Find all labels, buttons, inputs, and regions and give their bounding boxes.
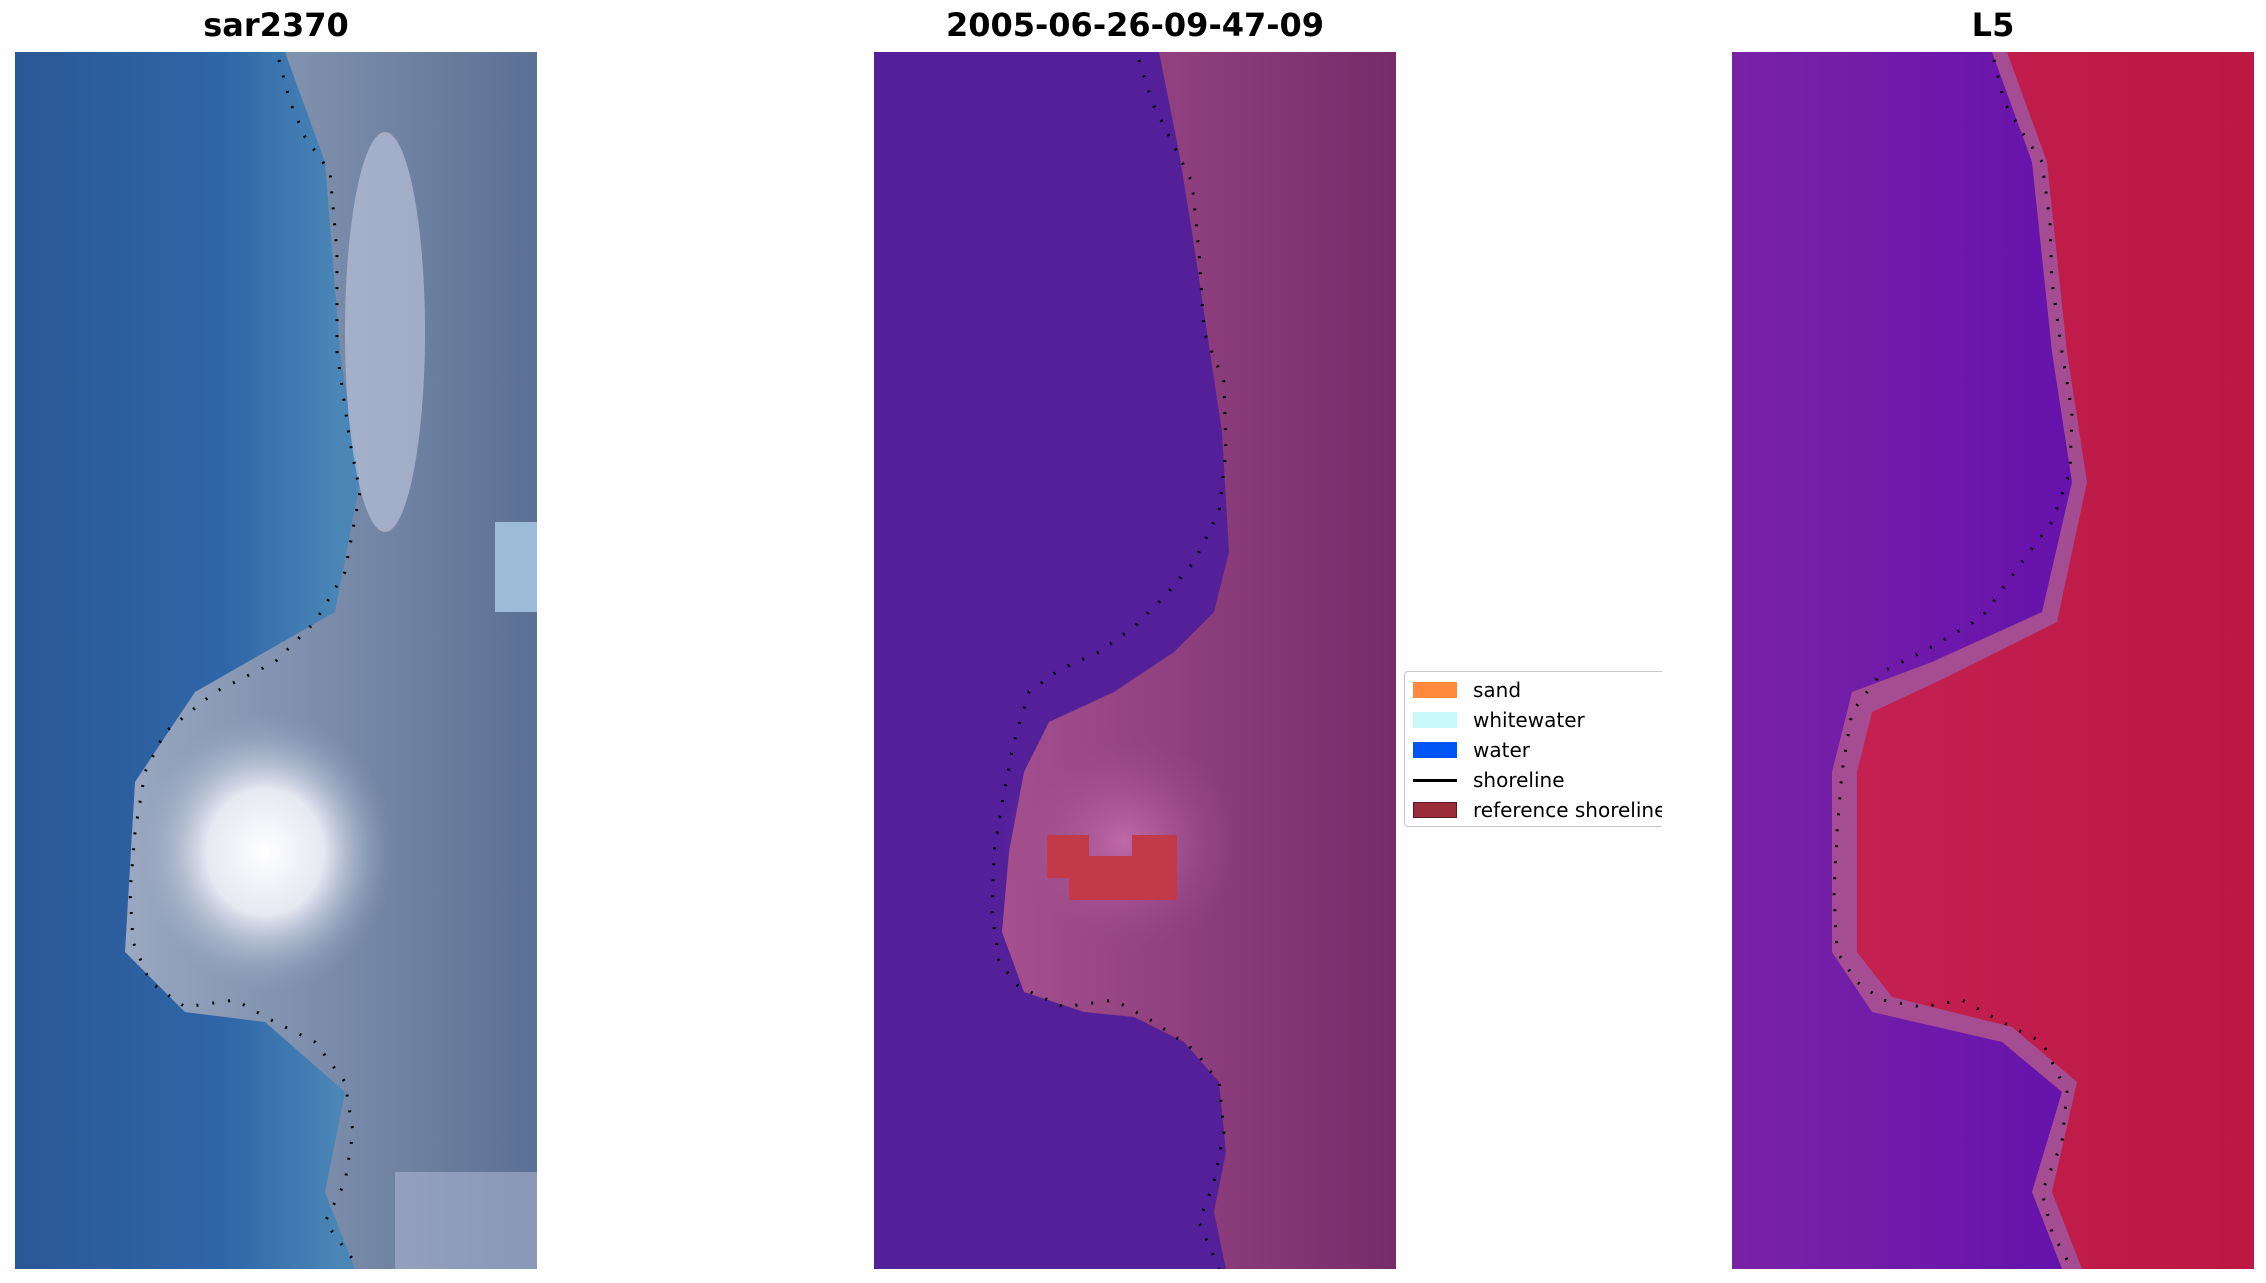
- index-image-panel: [1732, 52, 2254, 1269]
- reference-buffer-swatch: [1413, 802, 1457, 818]
- legend-label: whitewater: [1473, 708, 1585, 732]
- legend-label: reference shoreline buffer: [1473, 798, 1662, 822]
- legend-item-whitewater: whitewater: [1413, 708, 1585, 732]
- whitewater-swatch: [1413, 712, 1457, 728]
- legend-item-water: water: [1413, 738, 1530, 762]
- rgb-image-panel: [15, 52, 537, 1269]
- legend-label: sand: [1473, 678, 1522, 702]
- panel-title-rgb: sar2370: [203, 6, 349, 44]
- legend-item-shoreline: shoreline: [1413, 768, 1565, 792]
- sand-swatch: [1413, 682, 1457, 698]
- legend-label: water: [1473, 738, 1530, 762]
- classified-image-panel: [874, 52, 1396, 1269]
- water-swatch: [1413, 742, 1457, 758]
- legend: sand whitewater water shoreline referenc…: [1404, 671, 1662, 827]
- panel-title-index: L5: [1971, 6, 2015, 44]
- legend-item-reference-buffer: reference shoreline buffer: [1413, 798, 1662, 822]
- shoreline-line: [1413, 778, 1457, 782]
- legend-label: shoreline: [1473, 768, 1565, 792]
- panel-title-classified: 2005-06-26-09-47-09: [945, 6, 1325, 44]
- legend-item-sand: sand: [1413, 678, 1521, 702]
